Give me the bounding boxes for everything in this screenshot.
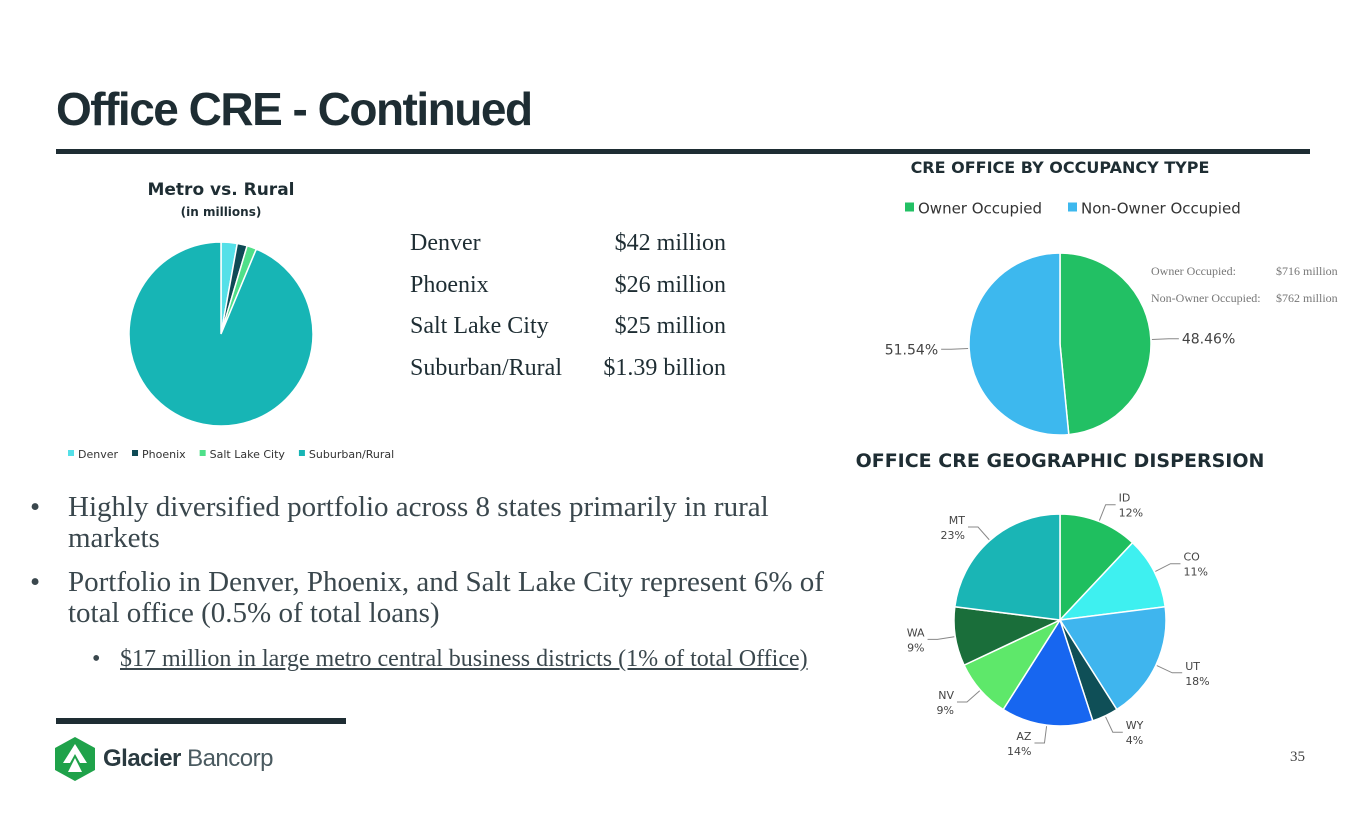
legend-swatch — [905, 202, 914, 212]
brand-light: Bancorp — [187, 745, 273, 772]
legend-swatch — [1068, 202, 1077, 212]
data-label: 9% — [907, 641, 924, 654]
legend-swatch — [298, 450, 305, 456]
pie-slice — [968, 252, 1070, 436]
city-name: Phoenix — [410, 271, 489, 298]
legend-label: Phoenix — [142, 448, 186, 461]
sub-bullet: $17 million in large metro central busin… — [92, 646, 810, 673]
bullet: Portfolio in Denver, Phoenix, and Salt L… — [30, 567, 828, 629]
data-label-category: MT — [949, 514, 965, 527]
pie-slice — [1059, 513, 1134, 622]
leader-line — [967, 526, 990, 541]
page-number: 35 — [1290, 749, 1305, 765]
data-label: 12% — [1119, 507, 1143, 520]
logo-mark — [55, 737, 95, 781]
leader-line — [1034, 726, 1048, 744]
leader-line — [1151, 338, 1179, 341]
data-label: 51.54% — [885, 342, 938, 358]
city-name: Salt Lake City — [410, 313, 549, 339]
data-label: 4% — [1126, 734, 1143, 747]
chart-title: CRE OFFICE BY OCCUPANCY TYPE — [911, 158, 1210, 177]
legend-label: Suburban/Rural — [309, 448, 394, 461]
city-name: Denver — [410, 230, 481, 256]
annotation-value: $716 million — [1276, 264, 1338, 278]
footer-rule — [56, 718, 346, 724]
brand: Glacier Bancorp — [103, 745, 273, 773]
pie-slice — [1002, 618, 1094, 727]
data-label: 14% — [1007, 745, 1031, 758]
annotation-label: Owner Occupied: — [1151, 264, 1236, 278]
annotation-label: Non-Owner Occupied: — [1151, 291, 1261, 305]
brand-bold: Glacier — [103, 745, 181, 772]
chart-subtitle: (in millions) — [181, 205, 262, 219]
chart-title: Metro vs. Rural — [147, 180, 294, 200]
pie-slice — [1059, 252, 1152, 436]
leader-line — [927, 636, 955, 640]
city-name: Suburban/Rural — [410, 354, 562, 381]
legend-label: Denver — [78, 448, 118, 461]
data-label: 9% — [937, 704, 954, 717]
legend-swatch — [68, 450, 74, 456]
data-label-category: WY — [1126, 719, 1144, 732]
data-label: 18% — [1185, 675, 1209, 688]
pie-slice — [1058, 605, 1167, 711]
chart-title: OFFICE CRE GEOGRAPHIC DISPERSION — [856, 450, 1265, 472]
data-label-category: ID — [1119, 492, 1131, 505]
leader-line — [956, 690, 981, 703]
legend-swatch — [199, 450, 206, 456]
legend-swatch — [132, 450, 139, 456]
data-label-category: CO — [1183, 551, 1200, 564]
data-label-category: AZ — [1016, 730, 1032, 743]
data-label: 48.46% — [1182, 332, 1235, 348]
data-label-category: UT — [1185, 660, 1200, 673]
annotation-value: $762 million — [1276, 291, 1338, 305]
bullet: Highly diversified portfolio across 8 st… — [30, 492, 828, 554]
amount: $26 million — [614, 271, 726, 298]
leader-line — [1156, 665, 1183, 674]
legend-label: Salt Lake City — [210, 448, 286, 461]
leader-line — [1105, 716, 1123, 733]
leader-line — [941, 347, 969, 350]
pie-slice — [128, 241, 314, 427]
leader-line — [1155, 563, 1181, 572]
pie-slice — [953, 513, 1061, 621]
data-label-category: WA — [907, 626, 925, 639]
legend-label: Owner Occupied — [918, 199, 1042, 217]
amount: $42 million — [614, 230, 726, 256]
header-rule — [56, 149, 1310, 154]
data-label: 23% — [941, 529, 965, 542]
legend-label: Non-Owner Occupied — [1081, 199, 1241, 217]
slide-title: Office CRE - Continued — [56, 83, 533, 135]
leader-line — [1098, 504, 1116, 521]
pie-slice — [1058, 541, 1166, 622]
data-label-category: NV — [938, 689, 954, 702]
amount: $25 million — [614, 313, 726, 339]
data-label: 11% — [1183, 566, 1207, 579]
amount: $1.39 billion — [603, 354, 726, 381]
